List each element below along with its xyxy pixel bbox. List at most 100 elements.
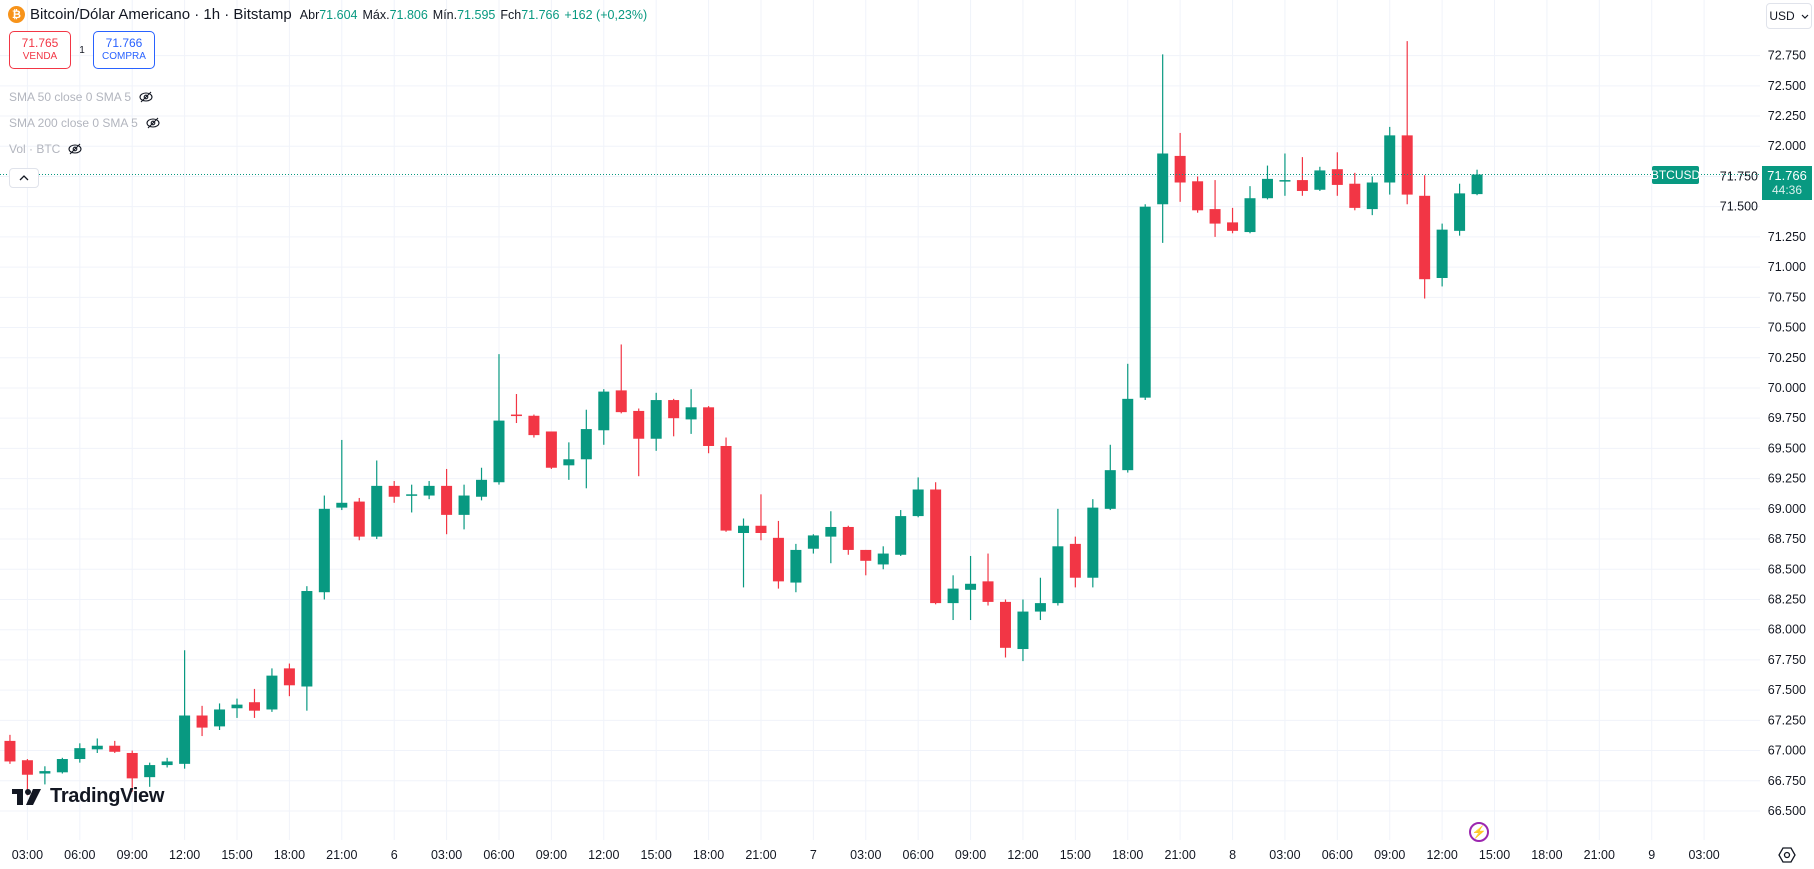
candle-down <box>1192 176 1204 213</box>
indicator-sma200[interactable]: SMA 200 close 0 SMA 5 <box>9 115 160 131</box>
time-tick-label: 18:00 <box>274 848 305 862</box>
candle-body <box>965 583 977 590</box>
price-tick-label: 70.500 <box>1768 321 1806 335</box>
price-tick-label: 71.500 <box>1720 200 1758 214</box>
candle-up <box>738 518 750 588</box>
time-tick-label: 09:00 <box>955 848 986 862</box>
candle-body <box>650 400 662 439</box>
candle-up <box>179 650 191 769</box>
time-tick-label: 03:00 <box>12 848 43 862</box>
sell-button[interactable]: 71.765 VENDA <box>9 31 71 69</box>
bitcoin-icon: ₿ <box>8 6 25 23</box>
candle-body <box>598 391 610 431</box>
candle-body <box>458 495 470 515</box>
candle-body <box>1454 193 1466 231</box>
candle-body <box>738 525 750 534</box>
candle-body <box>999 601 1011 648</box>
candle-down <box>388 481 400 503</box>
last-price-tag: 71.766 44:36 <box>1762 166 1812 200</box>
candle-up <box>493 354 505 485</box>
buy-label: COMPRA <box>102 51 146 62</box>
candle-body <box>1436 229 1448 278</box>
candle-up <box>371 460 383 540</box>
collapse-legend-button[interactable] <box>9 168 39 188</box>
ohlc-high: Máx.71.806 <box>362 7 428 22</box>
candle-body <box>231 704 243 709</box>
candle-body <box>423 485 435 496</box>
candle-down <box>248 688 260 718</box>
candle-body <box>772 537 784 582</box>
ohlc-close: Fch71.766 <box>500 7 560 22</box>
candle-body <box>1017 611 1029 650</box>
settings-icon[interactable] <box>1777 845 1797 865</box>
time-tick-label: 03:00 <box>1269 848 1300 862</box>
candle-body <box>301 591 313 687</box>
price-tick-label: 71.000 <box>1768 260 1806 274</box>
price-tick-label: 69.250 <box>1768 472 1806 486</box>
candle-body <box>1174 155 1186 183</box>
eye-hidden-icon[interactable] <box>139 90 153 104</box>
indicator-vol[interactable]: Vol · BTC <box>9 141 82 157</box>
symbol-title[interactable]: Bitcoin/Dólar Americano · 1h · Bitstamp <box>30 6 292 23</box>
lightning-icon[interactable]: ⚡ <box>1469 822 1489 842</box>
buy-button[interactable]: 71.766 COMPRA <box>93 31 155 69</box>
candle-down <box>999 599 1011 658</box>
time-axis[interactable]: 03:00 06:00 09:00 12:00 15:00 18:00 21:00 6 03:0… <box>12 848 1720 862</box>
candle-body <box>179 715 191 764</box>
last-price: 71.766 <box>1767 168 1807 183</box>
candle-body <box>126 752 138 779</box>
price-tick-label: 70.250 <box>1768 351 1806 365</box>
chevron-down-icon <box>1801 14 1809 19</box>
candle-body <box>388 485 400 497</box>
time-tick-label: 7 <box>810 848 817 862</box>
time-tick-label: 15:00 <box>1479 848 1510 862</box>
candle-body <box>563 459 575 466</box>
candle-body <box>1314 170 1326 190</box>
candle-down <box>860 549 872 576</box>
candle-up <box>790 543 802 593</box>
candle-body <box>790 549 802 583</box>
candle-body <box>668 400 680 419</box>
candle-body <box>248 702 260 711</box>
ohlc-open: Abr71.604 <box>299 7 358 22</box>
candle-up <box>912 477 924 518</box>
candle-body <box>1366 182 1378 210</box>
indicator-sma50[interactable]: SMA 50 close 0 SMA 5 <box>9 89 153 105</box>
price-axis[interactable]: 66.500 66.750 67.000 67.250 67.500 67.750 68.0… <box>1720 49 1806 818</box>
candle-down <box>615 344 627 414</box>
price-tick-label: 67.000 <box>1768 744 1806 758</box>
candle-up <box>144 762 156 787</box>
candle-up <box>895 510 907 556</box>
candle-body <box>912 489 924 517</box>
candle-down <box>1349 172 1361 211</box>
candle-up <box>1471 169 1483 196</box>
candle-up <box>650 392 662 451</box>
tradingview-logo[interactable]: TradingView <box>12 785 164 808</box>
candle-up <box>1087 499 1099 588</box>
candle-body <box>877 553 889 565</box>
symbol-price-tag: BTCUSD <box>1650 166 1701 184</box>
time-tick-label: 06:00 <box>483 848 514 862</box>
chevron-up-icon <box>19 175 29 181</box>
price-tick-label: 70.750 <box>1768 290 1806 304</box>
candle-body <box>1192 181 1204 211</box>
eye-hidden-icon[interactable] <box>68 142 82 156</box>
time-tick-label: 21:00 <box>1165 848 1196 862</box>
candle-body <box>580 429 592 460</box>
candle-body <box>161 761 173 766</box>
quantity[interactable]: 1 <box>79 44 85 56</box>
price-tick-label: 69.500 <box>1768 441 1806 455</box>
candles <box>4 41 1483 796</box>
candle-up <box>56 757 68 774</box>
currency-select[interactable]: USD <box>1766 3 1812 29</box>
grid <box>0 0 1760 840</box>
candle-body <box>74 748 86 760</box>
time-tick-label: 18:00 <box>1531 848 1562 862</box>
candle-down <box>930 482 942 605</box>
sell-price: 71.765 <box>21 36 59 50</box>
candle-body <box>755 525 767 534</box>
eye-hidden-icon[interactable] <box>146 116 160 130</box>
time-tick-label: 21:00 <box>745 848 776 862</box>
candle-body <box>1034 603 1046 612</box>
